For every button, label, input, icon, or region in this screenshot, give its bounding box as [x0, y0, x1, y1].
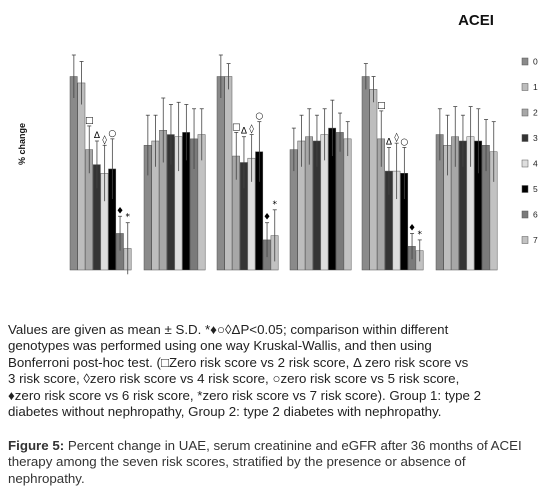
legend-label: 3: [533, 133, 538, 143]
bar: [224, 76, 233, 271]
significance-marker: ○: [108, 129, 116, 139]
legend-label: 5: [533, 184, 538, 194]
significance-marker: Δ: [386, 137, 393, 147]
bar: [343, 138, 352, 271]
figure-caption-text: Percent change in UAE, serum creatinine …: [8, 438, 522, 486]
significance-marker: ♦: [116, 206, 124, 216]
legend-label: 0: [533, 57, 538, 67]
significance-marker: □: [232, 122, 241, 132]
figure-caption: Figure 5: Percent change in UAE, serum c…: [8, 438, 544, 487]
legend-swatch: [521, 83, 529, 91]
legend-label: 6: [533, 210, 538, 220]
notes-line: ♦zero risk score vs 6 risk score, *zero …: [8, 387, 482, 403]
legend-swatch: [521, 108, 529, 117]
significance-marker: Δ: [94, 131, 101, 141]
legend: 0 1 2 3 4 5 6 7: [521, 57, 538, 245]
legend-swatch: [521, 185, 529, 193]
legend-swatch: [521, 134, 529, 142]
significance-marker: □: [377, 101, 386, 111]
legend-swatch: [521, 159, 529, 168]
bar: [77, 82, 86, 271]
bar: [369, 89, 378, 271]
significance-marker: ♦: [263, 213, 271, 223]
legend-label: 7: [533, 235, 538, 245]
notes-line: 3 risk score, ◊zero risk score vs 4 risk…: [8, 371, 460, 387]
notes-line: Bonferroni post-hoc test. (□Zero risk sc…: [8, 354, 469, 370]
legend-swatch: [521, 210, 529, 219]
significance-marker: □: [85, 116, 94, 126]
significance-marker: ◊: [102, 134, 107, 145]
significance-marker: *: [418, 230, 423, 240]
significance-marker: *: [126, 213, 131, 223]
notes-line: Values are given as mean ± S.D. *♦○◊ΔP<0…: [8, 322, 449, 337]
significance-marker: ◊: [249, 124, 254, 135]
legend-swatch: [521, 236, 529, 244]
chart-title: ACEI: [458, 12, 494, 29]
legend-label: 4: [533, 159, 538, 169]
legend-label: 1: [533, 82, 538, 92]
significance-marker: ○: [400, 137, 408, 147]
significance-marker: ♦: [408, 223, 416, 233]
bar-chart: ACEI % change □Δ ◊○♦*□ Δ ◊○♦*□Δ ◊ ○♦* 0123456…: [17, 12, 538, 275]
significance-marker: *: [273, 200, 278, 210]
notes-line: genotypes was performed using one way Kr…: [8, 338, 432, 354]
significance-marker: Δ: [241, 127, 248, 137]
bar: [361, 76, 370, 271]
notes-line: diabetes without nephropathy, Group 2: t…: [8, 404, 442, 420]
significance-marker: ○: [255, 112, 263, 122]
bar: [69, 76, 78, 271]
significance-marker: ◊: [394, 132, 399, 143]
bars-layer: □Δ ◊○♦*□ Δ ◊○♦*□Δ ◊ ○♦*: [69, 54, 498, 275]
legend-swatch: [521, 57, 529, 66]
legend-label: 2: [533, 108, 538, 118]
chart-notes: Values are given as mean ± S.D. *♦○◊ΔP<0…: [8, 322, 544, 420]
figure-label: Figure 5:: [8, 438, 65, 453]
bar: [335, 132, 344, 271]
y-axis-label: % change: [17, 123, 27, 165]
bar: [216, 76, 225, 271]
